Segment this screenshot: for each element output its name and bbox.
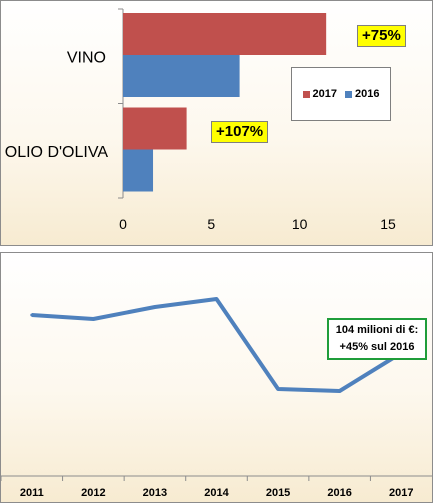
legend-label-2017: 2017 bbox=[312, 88, 337, 100]
x-tick-label: 10 bbox=[292, 216, 308, 232]
bottom-chart-panel: 2011 2012 2013 2014 2015 2016 2017 bbox=[0, 252, 433, 503]
value-callout: 104 milioni di €: +45% sul 2016 bbox=[327, 318, 427, 360]
x-tick-label: 0 bbox=[119, 216, 127, 232]
x-tick-label: 2013 bbox=[143, 487, 167, 499]
legend-swatch-2016 bbox=[345, 90, 352, 98]
data-point-2016 bbox=[338, 389, 342, 393]
bar-2016-0 bbox=[123, 55, 240, 97]
legend-label-2016: 2016 bbox=[355, 88, 380, 100]
data-point-2014 bbox=[215, 297, 218, 301]
callout-line-1: 104 milioni di €: bbox=[335, 324, 419, 336]
category-label: VINO bbox=[67, 49, 106, 66]
x-tick-label: 2016 bbox=[327, 487, 351, 499]
line-chart: 2011 2012 2013 2014 2015 2016 2017 bbox=[1, 297, 432, 499]
bar-2016-1 bbox=[123, 149, 154, 192]
data-point-2012 bbox=[91, 317, 95, 321]
data-point-2013 bbox=[153, 305, 157, 309]
x-tick-label: 2015 bbox=[266, 487, 290, 499]
bar-legend: 2017 2016 bbox=[291, 67, 391, 121]
bar-2017-0 bbox=[123, 13, 327, 55]
data-point-2011 bbox=[30, 313, 34, 317]
legend-swatch-2017 bbox=[302, 90, 310, 98]
x-tick-label: 2017 bbox=[389, 487, 413, 499]
data-point-2015 bbox=[276, 387, 280, 391]
bar-2017-1 bbox=[123, 107, 187, 150]
callout-line-2: +45% sul 2016 bbox=[339, 341, 415, 353]
x-tick-label: 15 bbox=[380, 216, 396, 232]
category-label: OLIO D'OLIVA bbox=[5, 144, 109, 161]
x-tick-label: 2014 bbox=[204, 487, 229, 499]
x-tick-label: 5 bbox=[207, 216, 215, 232]
olio-growth-badge: +107% bbox=[211, 121, 269, 143]
legend-item-2016: 2016 bbox=[345, 88, 379, 100]
x-tick-label: 2012 bbox=[81, 487, 105, 499]
legend-item-2017: 2017 bbox=[302, 88, 337, 100]
top-chart-panel: VINO OLIO D'OLIVA 0 5 10 15 +75% +107% 2017 2… bbox=[0, 0, 433, 246]
bar-chart: VINO OLIO D'OLIVA 0 5 10 15 bbox=[5, 8, 396, 232]
vino-growth-badge: +75% bbox=[357, 25, 406, 47]
x-tick-label: 2011 bbox=[20, 487, 44, 499]
